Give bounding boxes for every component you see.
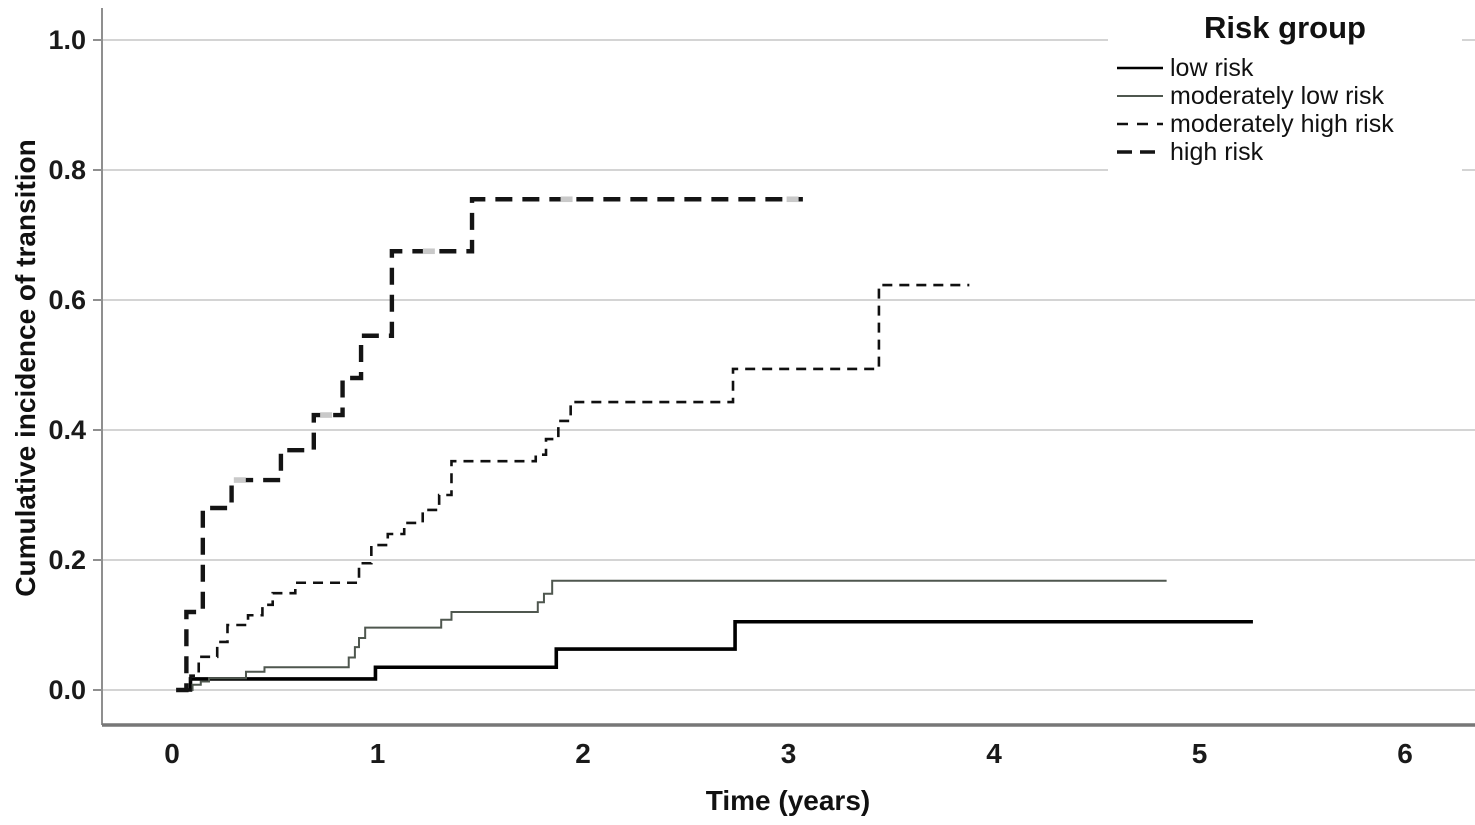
legend-label: moderately high risk <box>1170 110 1394 138</box>
y-tick-label: 1.0 <box>48 25 86 55</box>
censor-mark <box>786 196 799 203</box>
moderately-high-risk-curve <box>182 283 970 692</box>
legend-items: low risk moderately low risk moderately hi… <box>1108 54 1462 166</box>
moderately-low-risk-curve <box>178 579 1167 691</box>
x-tick-label: 5 <box>1192 738 1208 769</box>
x-tick-label: 6 <box>1397 738 1413 769</box>
y-axis-title: Cumulative incidence of transition <box>10 139 41 597</box>
censor-mark <box>560 196 573 203</box>
legend-label: high risk <box>1170 138 1264 166</box>
legend-line-swatch-icon <box>1117 122 1163 126</box>
legend-label: low risk <box>1170 54 1254 82</box>
censor-mark <box>233 477 246 483</box>
legend-item: low risk <box>1108 54 1462 82</box>
y-tick-label: 0.0 <box>48 675 86 705</box>
legend: Risk group low risk moderately low risk mo… <box>1108 4 1462 174</box>
legend-item: moderately high risk <box>1108 110 1462 138</box>
x-tick-label: 3 <box>781 738 797 769</box>
censor-mark <box>320 412 333 418</box>
censor-mark <box>422 248 435 255</box>
high-risk-curve <box>176 197 803 693</box>
legend-title: Risk group <box>1204 10 1366 45</box>
y-tick-label: 0.8 <box>48 155 86 185</box>
y-tick-label: 0.6 <box>48 285 86 315</box>
x-tick-label: 1 <box>370 738 386 769</box>
y-tick-label: 0.4 <box>48 415 86 445</box>
legend-line-swatch-icon <box>1117 150 1163 154</box>
legend-item: high risk <box>1108 138 1462 166</box>
y-tick-label: 0.2 <box>48 545 86 575</box>
x-tick-label: 2 <box>575 738 591 769</box>
legend-label: moderately low risk <box>1170 82 1384 110</box>
x-tick-label: 4 <box>986 738 1002 769</box>
legend-line-swatch-icon <box>1117 66 1163 70</box>
x-axis-title: Time (years) <box>705 785 871 816</box>
legend-line-swatch-icon <box>1117 95 1163 97</box>
legend-item: moderately low risk <box>1108 82 1462 110</box>
low-risk-curve <box>180 619 1253 692</box>
x-tick-label: 0 <box>164 738 180 769</box>
